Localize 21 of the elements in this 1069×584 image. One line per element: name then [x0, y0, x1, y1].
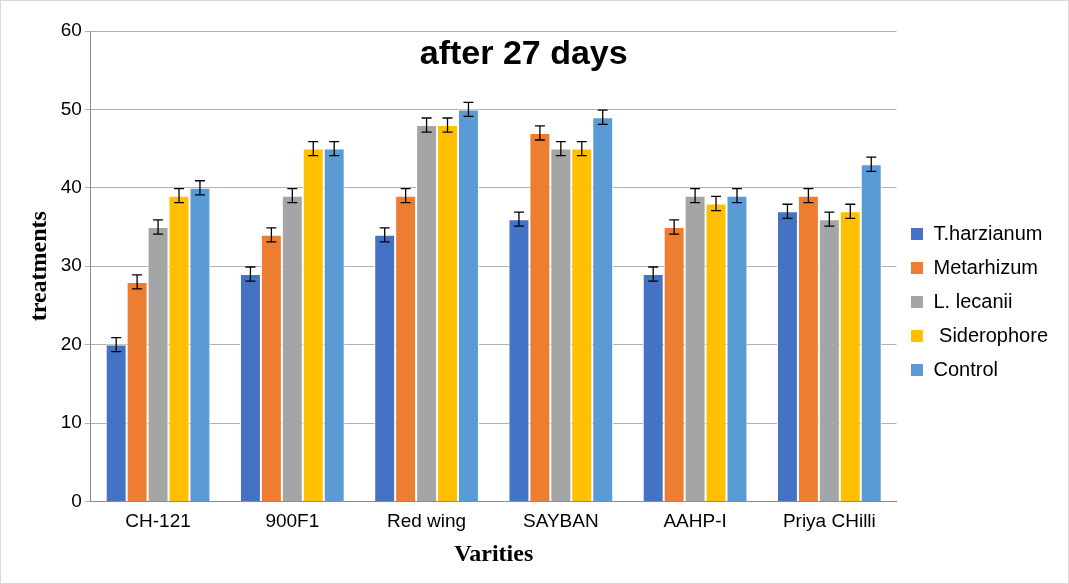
x-tick-label: AAHP-I: [663, 510, 727, 532]
x-tick-label: 900F1: [265, 510, 320, 532]
legend-label: T.harzianum: [933, 221, 1043, 244]
y-tick-label: 30: [60, 254, 82, 276]
y-tick-label: 0: [71, 489, 82, 511]
legend-label: Metarhizum: [933, 255, 1038, 278]
chart-title: after 27 days: [419, 33, 628, 72]
legend-label: L. lecanii: [933, 289, 1013, 312]
x-tick-label: Red wing: [386, 510, 467, 532]
y-axis-title: treatments: [24, 211, 51, 322]
y-tick-label: 60: [60, 19, 82, 41]
y-tick-label: 10: [60, 411, 82, 433]
x-tick-label: CH-121: [125, 510, 191, 532]
legend-label: Siderophore: [933, 323, 1049, 346]
y-tick-label: 40: [60, 176, 82, 198]
x-tick-label: SAYBAN: [522, 510, 599, 532]
legend-label: Control: [933, 357, 998, 380]
y-tick-label: 20: [60, 332, 82, 354]
x-tick-label: Priya CHilli: [782, 510, 876, 532]
y-tick-label: 50: [60, 97, 82, 119]
x-axis-title: Varities: [454, 539, 534, 566]
